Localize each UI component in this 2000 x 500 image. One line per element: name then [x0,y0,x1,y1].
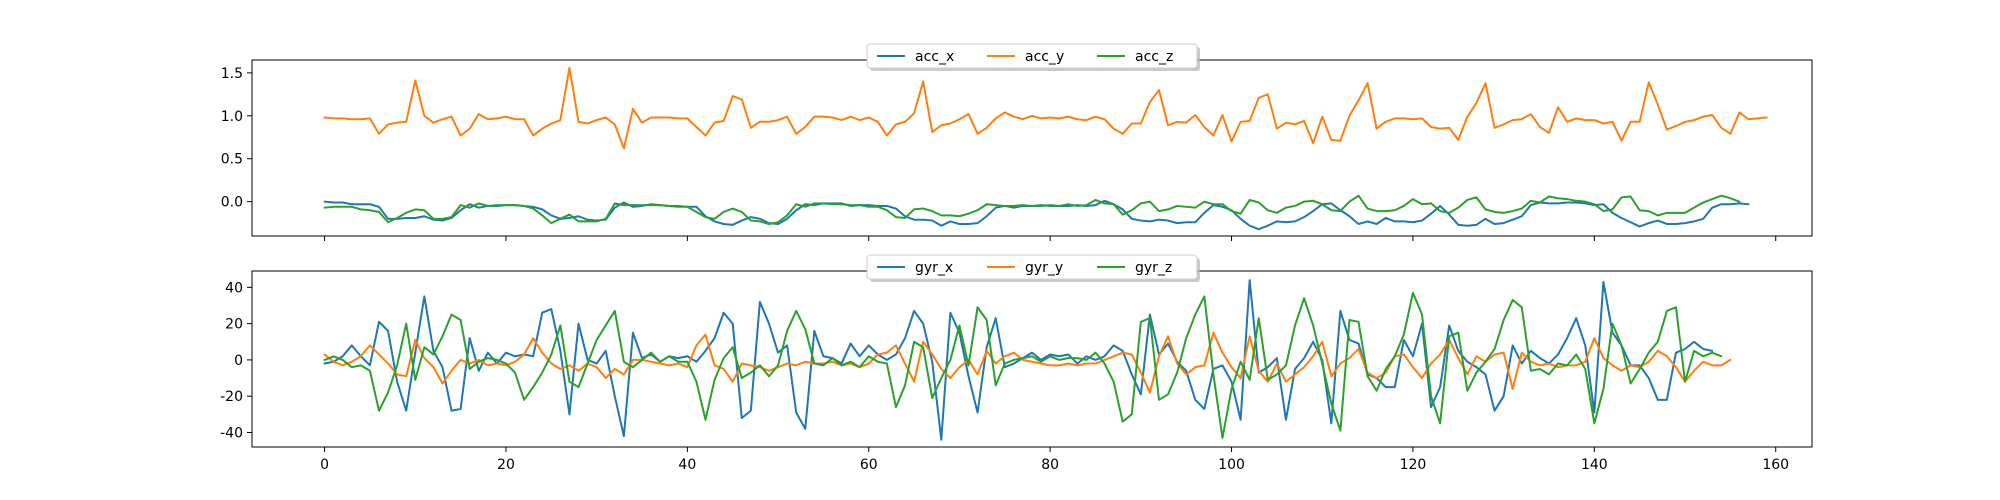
x-tick-label: 100 [1218,457,1245,473]
x-tick-label: 60 [860,457,878,473]
x-tick-label: 120 [1400,457,1427,473]
x-tick-label: 80 [1041,457,1059,473]
legend-box [866,254,1198,280]
series-line-gyr-z [323,291,1723,439]
x-tick-label: 0 [320,457,329,473]
x-tick-label: 40 [678,457,696,473]
y-tick-label: -20 [220,389,243,405]
legend-label-acc-y: acc_y [1025,49,1064,65]
x-tick-label: 140 [1581,457,1608,473]
legend: gyr_x gyr_y gyr_z [866,254,1200,282]
series-line-acc-y [323,66,1768,150]
y-tick-label: 20 [225,317,243,333]
legend: acc_x acc_y acc_z [866,43,1200,71]
legend-label-gyr-z: gyr_z [1135,260,1172,276]
series-line-gyr-y [323,331,1732,394]
legend-label-gyr-y: gyr_y [1025,260,1063,276]
x-tick-label: 20 [497,457,515,473]
series-line-gyr-x [323,279,1714,441]
y-tick-label: 0 [234,353,243,369]
y-tick-label: 40 [225,280,243,296]
y-tick-label: 1.0 [221,109,243,125]
legend-label-acc-z: acc_z [1135,49,1173,65]
y-tick-label: 1.5 [221,66,243,82]
legend-box [866,43,1198,69]
series-line-acc-z [323,194,1741,225]
y-tick-label: 0.5 [221,152,243,168]
y-tick-label: 0.0 [221,195,243,211]
legend-label-acc-x: acc_x [915,49,954,65]
acceleration-panel: 0.0 0.5 1.0 1.5 acc_x acc_y acc_z [221,43,1813,241]
x-tick-label: 160 [1762,457,1789,473]
legend-label-gyr-x: gyr_x [915,260,953,276]
y-tick-label: -40 [220,425,243,441]
